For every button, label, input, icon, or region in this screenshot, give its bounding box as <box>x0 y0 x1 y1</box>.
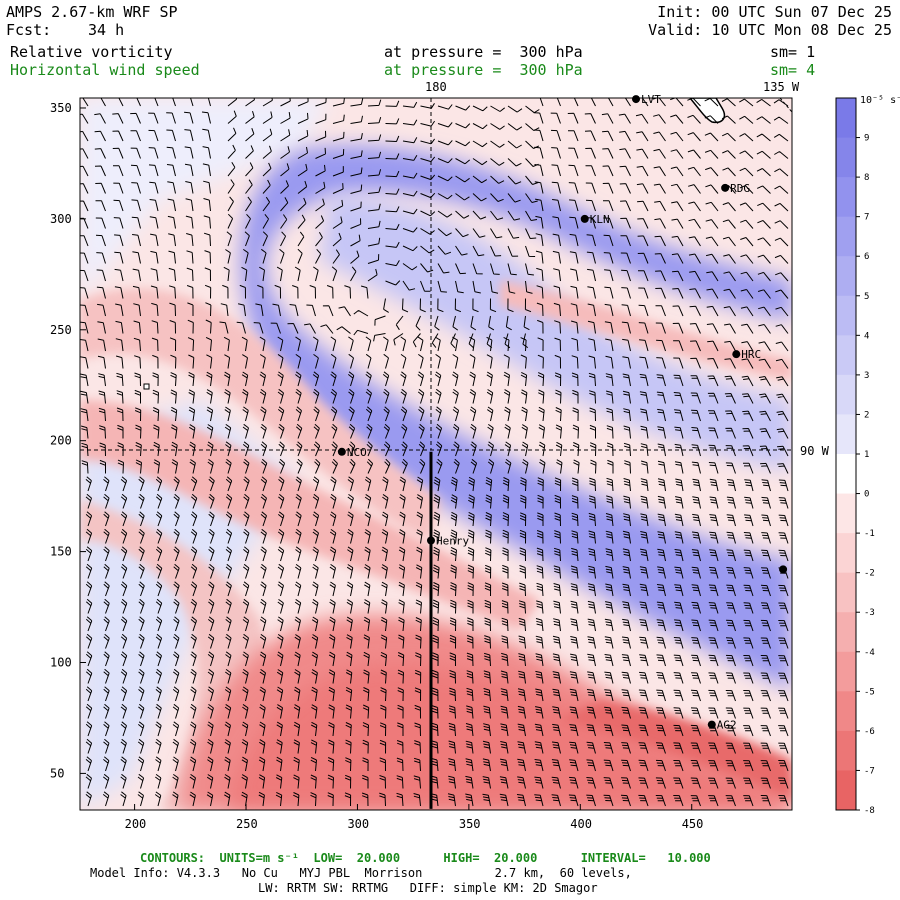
colorbar-segment <box>836 770 856 811</box>
station-label: AG2 <box>717 719 737 732</box>
colorbar-label: 5 <box>864 292 869 302</box>
plot-frame <box>79 97 793 811</box>
station-label: HRC <box>741 348 761 361</box>
colorbar: 9 8 7 6 5 4 3 2 1 0 -1 -2 -3 -4 -5 -6 -7 -8 <box>835 97 875 816</box>
field-1-level: at pressure = 300 hPa <box>384 43 583 61</box>
colorbar-label: 8 <box>864 173 869 183</box>
axes-layer: 200 250 300 350 400 450 50 100 150 200 250 300 350 <box>50 101 703 831</box>
field-2-level: at pressure = 300 hPa <box>384 61 583 79</box>
y-tick-label: 300 <box>50 212 72 226</box>
colorbar-segment <box>836 691 856 732</box>
colorbar-segment <box>836 493 856 534</box>
y-tick-label: 150 <box>50 545 72 559</box>
x-tick-label: 300 <box>347 817 369 831</box>
colorbar-segment <box>836 572 856 613</box>
station-label: LVT <box>641 93 661 106</box>
station-marker <box>426 536 435 545</box>
x-tick-label: 200 <box>125 817 147 831</box>
station-label: KLN <box>590 213 610 226</box>
colorbar-label: -1 <box>864 529 875 539</box>
model-info: Model Info: V4.3.3 No Cu MYJ PBL Morriso… <box>90 866 632 880</box>
colorbar-segment <box>836 177 856 218</box>
physics-info: LW: RRTM SW: RRTMG DIFF: simple KM: 2D S… <box>258 881 598 895</box>
colorbar-segment <box>836 137 856 178</box>
x-tick-label: 250 <box>236 817 258 831</box>
x-tick-label: 450 <box>682 817 704 831</box>
field-1-smooth: sm= 1 <box>770 43 816 61</box>
station-marker <box>337 447 346 456</box>
colorbar-segment <box>836 216 856 257</box>
colorbar-segment <box>836 651 856 692</box>
station-marker <box>707 720 716 729</box>
colorbar-label: -8 <box>864 806 875 816</box>
station-marker <box>580 214 589 223</box>
y-tick-label: 250 <box>50 323 72 337</box>
colorbar-label: 6 <box>864 252 869 262</box>
stations-layer: LVT RDG KLN HRC NCO Henry AG2 <box>337 93 788 732</box>
lon-label-135w: 135 W <box>763 80 800 94</box>
colorbar-label: -3 <box>864 608 875 618</box>
colorbar-segment <box>836 335 856 376</box>
colorbar-label: -2 <box>864 569 875 579</box>
wind-barb-set <box>80 98 789 807</box>
y-tick-label: 100 <box>50 655 72 669</box>
colorbar-label: 7 <box>864 213 869 223</box>
vorticity-field <box>80 98 792 810</box>
colorbar-segment <box>836 533 856 574</box>
colorbar-label: -5 <box>864 687 875 697</box>
wind-barbs <box>80 98 789 807</box>
colorbar-label: -7 <box>864 766 875 776</box>
forecast-value: 34 h <box>88 21 125 39</box>
colorbar-segment <box>836 295 856 336</box>
colorbar-segment <box>836 612 856 653</box>
colorbar-segment <box>836 98 856 139</box>
colorbar-label: 3 <box>864 371 869 381</box>
colorbar-label: 2 <box>864 410 869 420</box>
colorbar-segment <box>836 374 856 415</box>
valid-time: Valid: 10 UTC Mon 08 Dec 25 <box>648 21 892 39</box>
colorbar-label: -6 <box>864 727 875 737</box>
station-marker <box>632 95 641 104</box>
colorbar-unit: 10⁻⁵ s⁻¹ <box>860 95 900 106</box>
y-tick-label: 350 <box>50 101 72 115</box>
colorbar-segment <box>836 256 856 297</box>
lon-label-180: 180 <box>425 80 447 94</box>
contours-info: CONTOURS: UNITS=m s⁻¹ LOW= 20.000 HIGH= … <box>140 851 711 865</box>
x-tick-label: 400 <box>570 817 592 831</box>
lon-label-90w: 90 W <box>800 444 830 458</box>
forecast-label: Fcst: <box>6 21 52 39</box>
y-tick-label: 50 <box>50 766 64 780</box>
init-time: Init: 00 UTC Sun 07 Dec 25 <box>657 3 892 21</box>
station-marker <box>721 183 730 192</box>
colorbar-label: 0 <box>864 490 869 500</box>
station-label: RDG <box>730 182 750 195</box>
colorbar-segment <box>836 454 856 495</box>
meridian-135w <box>779 97 793 113</box>
colorbar-segment <box>836 414 856 455</box>
colorbar-label: 1 <box>864 450 869 460</box>
station-label: Henry <box>436 535 469 548</box>
station-label: NCO <box>347 446 367 459</box>
colorbar-label: 9 <box>864 134 869 144</box>
station-marker <box>779 565 788 574</box>
colorbar-label: -4 <box>864 648 875 658</box>
field-2-smooth: sm= 4 <box>770 61 816 79</box>
colorbar-segment <box>836 730 856 771</box>
field-2-name: Horizontal wind speed <box>10 61 200 79</box>
x-tick-label: 350 <box>459 817 481 831</box>
y-tick-label: 200 <box>50 434 72 448</box>
colorbar-label: 4 <box>864 331 869 341</box>
model-title: AMPS 2.67-km WRF SP <box>6 3 178 21</box>
field-1-name: Relative vorticity <box>10 43 173 61</box>
station-marker <box>732 350 741 359</box>
